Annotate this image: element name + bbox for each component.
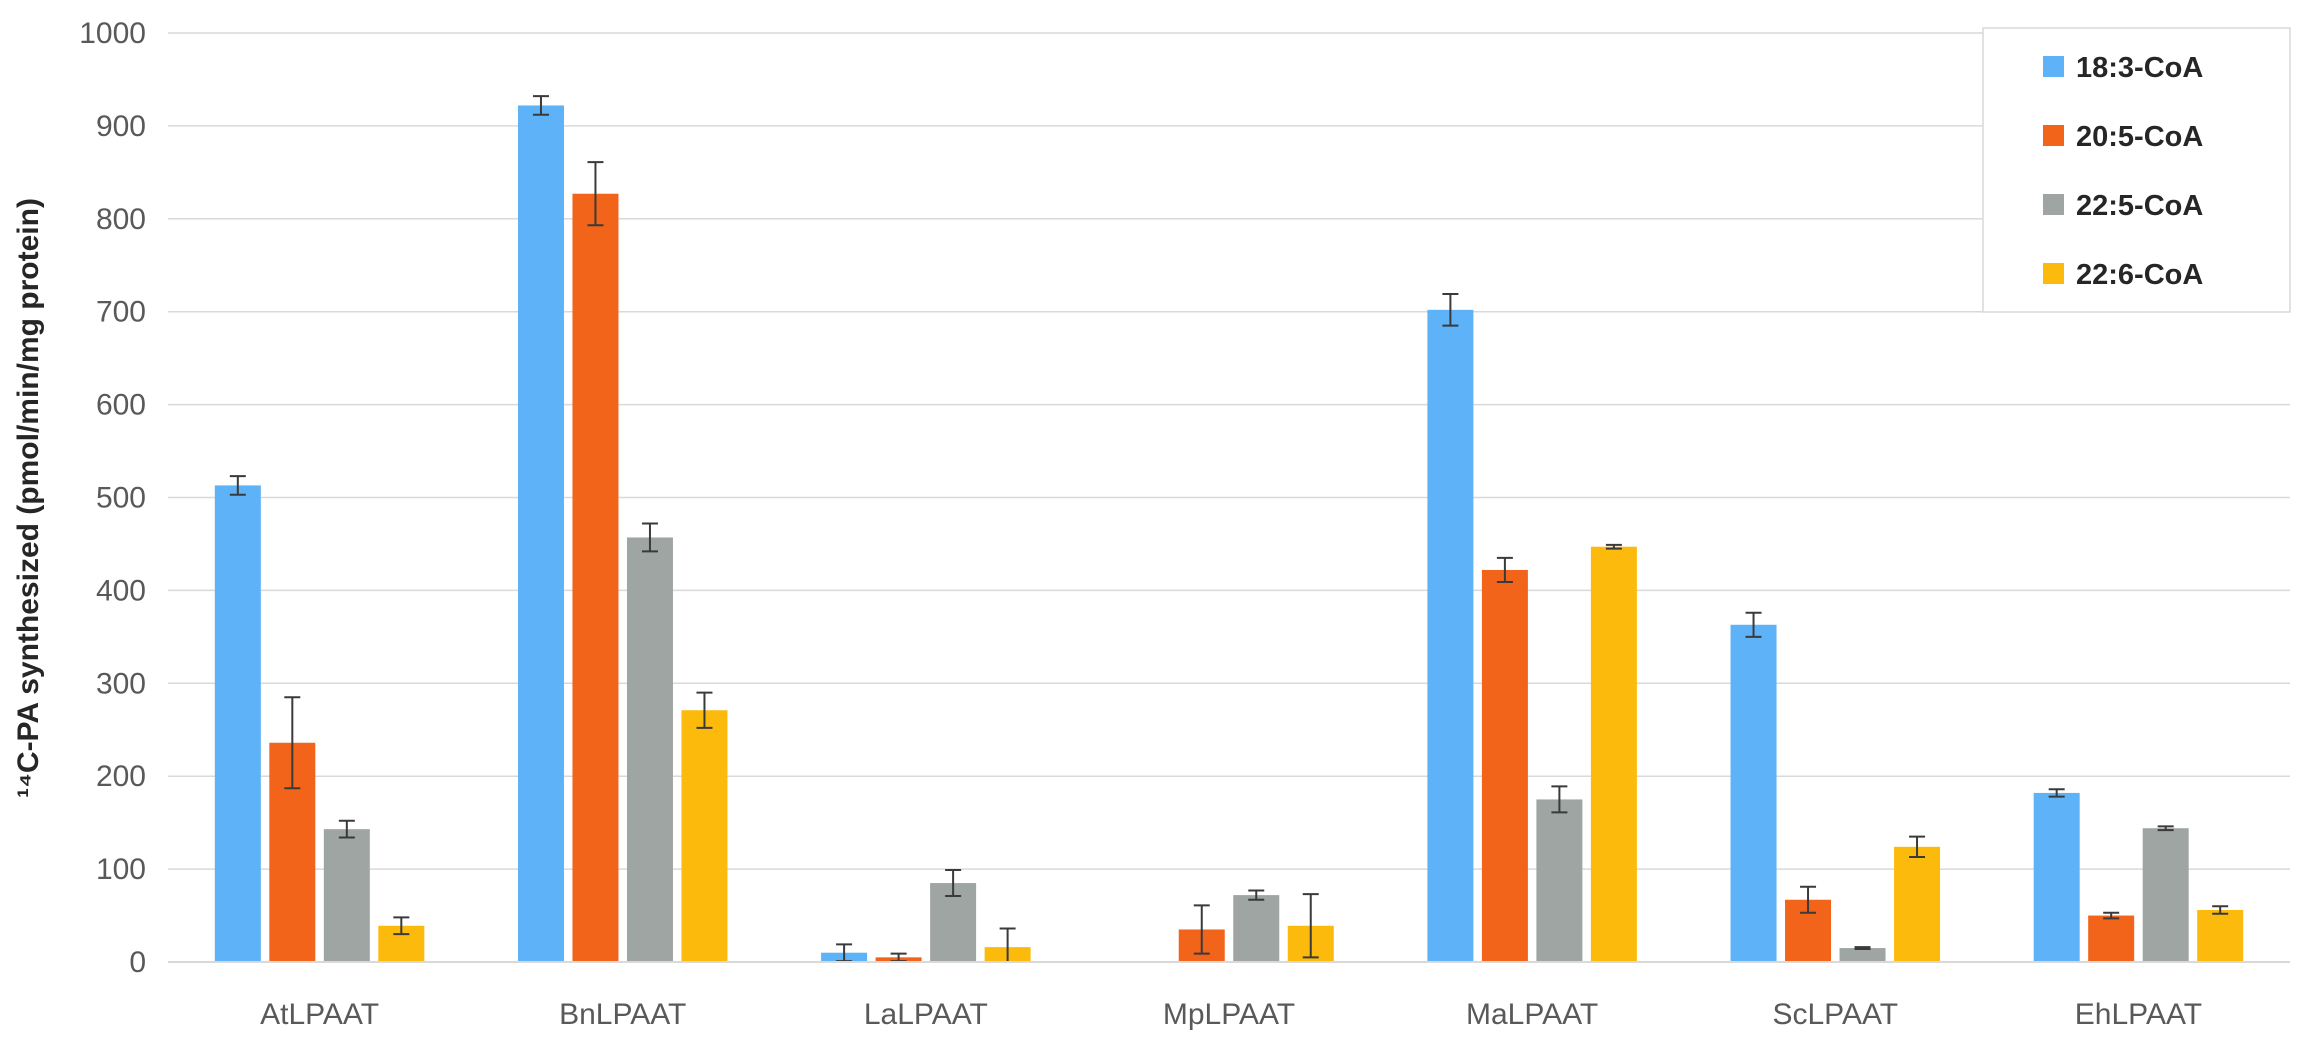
legend-item: 18:3-CoA (2043, 52, 2203, 84)
error-bar (945, 869, 962, 898)
category-label: LaLPAAT (864, 998, 988, 1031)
bars (214, 105, 2244, 963)
bar (1481, 569, 1528, 962)
y-tick-label: 600 (96, 389, 146, 422)
error-bar (1248, 889, 1265, 901)
y-tick-label: 700 (96, 296, 146, 329)
error-bar (641, 522, 658, 553)
legend-swatch (2043, 56, 2064, 77)
y-tick-label: 1000 (79, 17, 146, 50)
legend-label: 22:5-CoA (2076, 190, 2203, 222)
y-axis-ticks: 0 100 200 300 400 500 600 700 800 900 1000 (79, 17, 146, 979)
error-bar (1909, 835, 1926, 859)
y-tick-label: 500 (96, 482, 146, 515)
bar (1536, 799, 1583, 962)
error-bar (1442, 293, 1459, 327)
error-bar (2212, 905, 2229, 915)
category-labels: AtLPAAT BnLPAAT LaLPAAT MpLPAAT MaLPAAT ScLPA… (260, 998, 2202, 1031)
y-tick-label: 800 (96, 203, 146, 236)
bar (572, 193, 619, 963)
error-bar (338, 819, 355, 839)
legend-swatch (2043, 125, 2064, 146)
bar (1590, 546, 1637, 962)
y-tick-label: 900 (96, 110, 146, 143)
bar (2033, 792, 2080, 962)
legend-label: 20:5-CoA (2076, 121, 2203, 153)
error-bar (393, 916, 410, 936)
legend-swatch (2043, 194, 2064, 215)
y-tick-label: 400 (96, 574, 146, 607)
legend-label: 18:3-CoA (2076, 52, 2203, 84)
error-bar (532, 95, 549, 116)
error-bar (1302, 893, 1319, 959)
legend-item: 22:6-CoA (2043, 259, 2203, 291)
bar (1427, 309, 1474, 962)
error-bar (284, 696, 301, 790)
bar (323, 829, 370, 962)
error-bar (1496, 556, 1513, 584)
legend-label: 22:6-CoA (2076, 259, 2203, 291)
y-axis-title: ¹⁴C-PA synthesized (pmol/min/mg protein) (12, 198, 45, 798)
error-bar (1193, 904, 1210, 955)
legend-item: 20:5-CoA (2043, 121, 2203, 153)
category-label: ScLPAAT (1772, 998, 1898, 1031)
error-bar (696, 691, 713, 729)
category-label: MaLPAAT (1466, 998, 1598, 1031)
bar (214, 485, 261, 962)
error-bar (1551, 785, 1568, 814)
legend-item: 22:5-CoA (2043, 190, 2203, 222)
bar (1894, 846, 1941, 962)
y-tick-label: 100 (96, 853, 146, 886)
bar (2197, 909, 2244, 962)
y-tick-label: 200 (96, 760, 146, 793)
legend: 18:3-CoA 20:5-CoA 22:5-CoA 22:6-CoA (1982, 27, 2291, 313)
category-label: MpLPAAT (1163, 998, 1295, 1031)
bar (2088, 915, 2135, 962)
legend-swatch (2043, 263, 2064, 284)
bar (1730, 624, 1777, 962)
error-bar (1605, 543, 1622, 550)
bar (1233, 895, 1280, 962)
category-label: BnLPAAT (559, 998, 686, 1031)
y-tick-label: 300 (96, 667, 146, 700)
legend-box (1982, 27, 2291, 313)
error-bar (2157, 825, 2174, 832)
category-label: AtLPAAT (260, 998, 379, 1031)
error-bar (2048, 788, 2065, 798)
error-bar (2103, 911, 2120, 920)
bar (517, 105, 564, 963)
bar (681, 710, 728, 962)
category-label: EhLPAAT (2075, 998, 2202, 1031)
error-bar (1745, 611, 1762, 638)
bar (626, 537, 673, 962)
gridlines (168, 32, 2290, 870)
error-bar (1854, 946, 1871, 950)
error-bar (229, 475, 246, 496)
bar (1839, 948, 1886, 962)
error-bar (1800, 885, 1817, 914)
bar (2142, 828, 2189, 962)
y-tick-label: 0 (129, 946, 146, 979)
error-bar (587, 161, 604, 227)
